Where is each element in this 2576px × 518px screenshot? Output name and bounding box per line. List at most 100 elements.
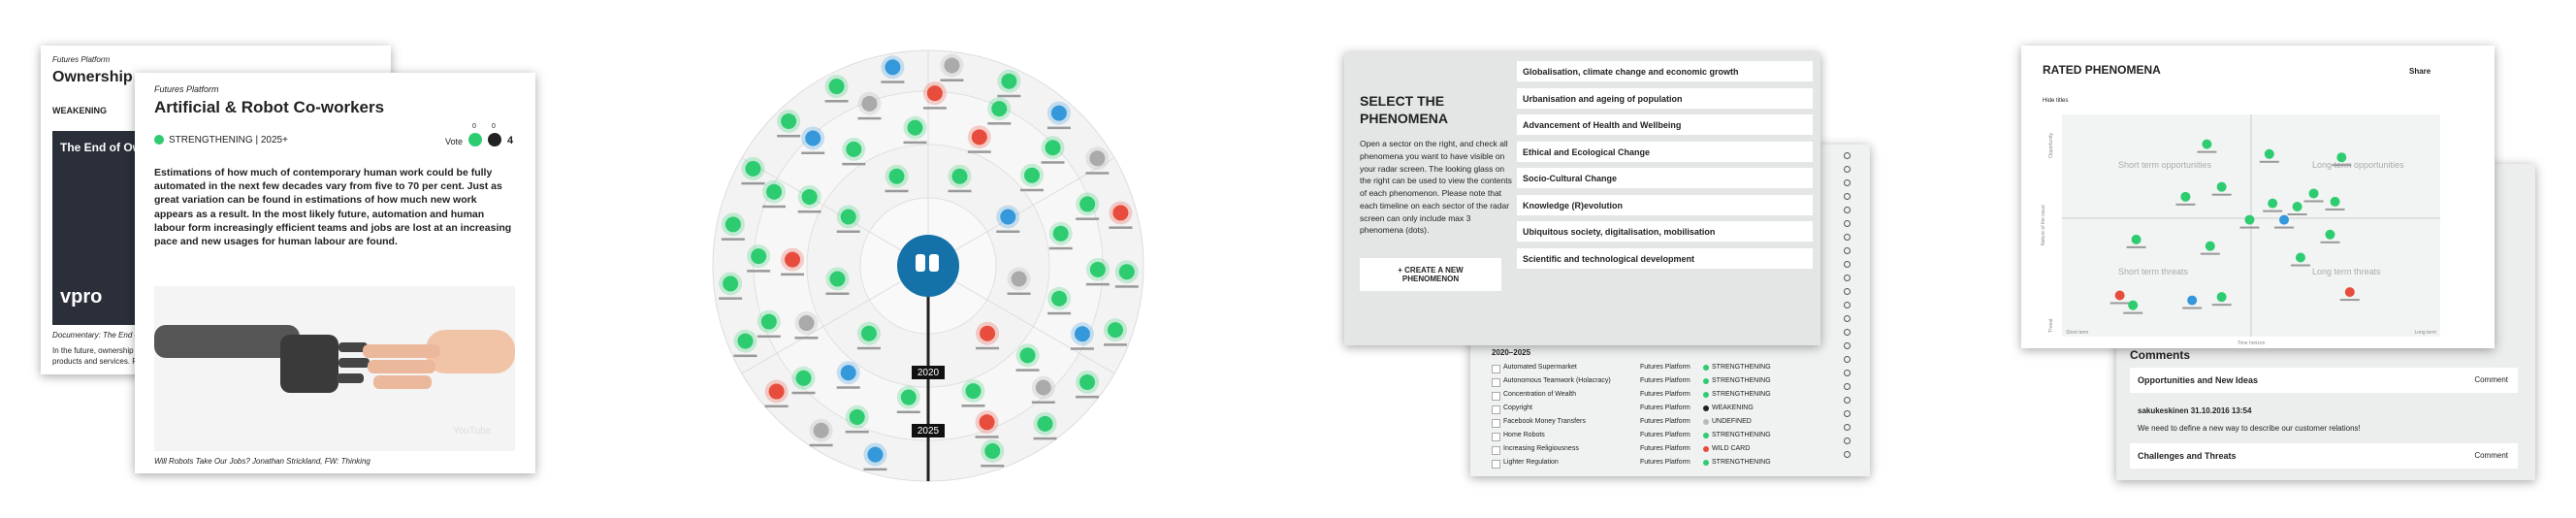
radar-node[interactable] [1050,105,1067,121]
rated-point[interactable] [2205,241,2215,251]
sector-row[interactable]: Ethical and Ecological Change [1517,141,1813,162]
radar-node[interactable] [867,446,884,463]
search-icon[interactable] [1844,275,1851,281]
radar-node[interactable] [840,209,856,225]
sector-row[interactable]: Globalisation, climate change and econom… [1517,61,1813,81]
radar-node[interactable] [846,141,862,157]
search-icon[interactable] [1844,356,1851,363]
search-icon[interactable] [1844,152,1851,159]
search-icon[interactable] [1844,193,1851,200]
vote-up[interactable] [468,133,482,146]
rated-point[interactable] [2292,202,2302,212]
share[interactable]: Share [2409,67,2431,76]
radar-node[interactable] [724,216,741,233]
rated-point[interactable] [2308,188,2319,199]
radar-node[interactable] [944,57,960,74]
search-icon[interactable] [1844,424,1851,431]
rated-point[interactable] [2268,198,2278,209]
checkbox[interactable] [1492,433,1500,441]
radar-node[interactable] [760,313,777,330]
radar-node[interactable] [1112,205,1129,221]
radar-node[interactable] [801,188,818,205]
radar-node[interactable] [1001,73,1017,89]
rated-point[interactable] [2244,214,2255,225]
radar-node[interactable] [766,183,783,200]
search-icon[interactable] [1844,342,1851,349]
rated-point[interactable] [2295,252,2305,263]
section[interactable]: Opportunities and New Ideas Comment [2130,368,2518,393]
search-icon[interactable] [1844,437,1851,444]
rated-point[interactable] [2128,300,2139,310]
search-icon[interactable] [1844,397,1851,404]
radar-node[interactable] [971,129,987,146]
radar-node[interactable] [965,383,982,400]
radar-node[interactable] [1024,167,1041,183]
sector-row[interactable]: Scientific and technological development [1517,247,1813,269]
rated-point[interactable] [2131,234,2141,244]
search-icon[interactable] [1844,383,1851,390]
search-icon[interactable] [1844,315,1851,322]
sector-row[interactable]: Ubiquitous society, digitalisation, mobi… [1517,221,1813,242]
comment-button[interactable]: Comment [2474,451,2508,460]
create-button[interactable]: + CREATE A NEW PHENOMENON [1360,258,1501,291]
radar-node[interactable] [781,113,797,129]
search-icon[interactable] [1844,329,1851,336]
rated-point[interactable] [2202,139,2212,149]
radar-node[interactable] [1089,261,1106,277]
radar-node[interactable] [1052,225,1069,242]
radar-node[interactable] [907,119,923,136]
rated-point[interactable] [2187,295,2198,306]
search-icon[interactable] [1844,302,1851,308]
radar-node[interactable] [1019,347,1036,364]
radar-node[interactable] [1118,264,1135,280]
radar-node[interactable] [885,59,901,76]
radar-node[interactable] [1107,322,1123,339]
radar-node[interactable] [980,325,996,341]
radar-node[interactable] [979,414,995,431]
radar-node[interactable] [1000,209,1016,225]
logo[interactable] [897,235,959,297]
radar-node[interactable] [951,168,968,184]
radar-node[interactable] [745,160,761,177]
rated-point[interactable] [2180,191,2191,202]
search-icon[interactable] [1844,179,1851,186]
search-icon[interactable] [1844,220,1851,227]
checkbox[interactable] [1492,378,1500,387]
rated-point[interactable] [2264,148,2274,159]
search-icon[interactable] [1844,370,1851,376]
search-icon[interactable] [1844,234,1851,241]
radar-node[interactable] [813,422,829,438]
checkbox[interactable] [1492,405,1500,414]
radar-node[interactable] [888,168,905,184]
checkbox[interactable] [1492,365,1500,373]
rated-point[interactable] [2325,229,2335,240]
rated-point[interactable] [2336,152,2347,163]
radar-node[interactable] [849,408,865,425]
radar-node[interactable] [900,389,917,405]
radar-node[interactable] [984,442,1001,459]
radar-node[interactable] [1011,271,1027,287]
radar-node[interactable] [1074,326,1090,342]
radar-node[interactable] [926,85,943,102]
sector-row[interactable]: Urbanisation and ageing of population [1517,87,1813,109]
search-icon[interactable] [1844,207,1851,213]
checkbox[interactable] [1492,392,1500,401]
checkbox[interactable] [1492,446,1500,455]
radar-node[interactable] [1079,373,1096,390]
rated-point[interactable] [2216,292,2227,303]
radar-node[interactable] [829,271,846,287]
rated-point[interactable] [2279,214,2290,225]
search-icon[interactable] [1844,247,1851,254]
section[interactable]: Challenges and Threats Comment [2130,443,2518,469]
radar-node[interactable] [798,315,815,332]
radar-node[interactable] [1089,150,1106,167]
comment-button[interactable]: Comment [2474,375,2508,384]
radar-node[interactable] [805,130,821,146]
radar-node[interactable] [1045,140,1061,156]
radar-node[interactable] [860,325,877,341]
rated-point[interactable] [2216,181,2227,192]
radar-node[interactable] [1035,379,1051,396]
checkbox[interactable] [1492,460,1500,469]
vote-down[interactable] [488,133,501,146]
radar-node[interactable] [1051,290,1068,307]
